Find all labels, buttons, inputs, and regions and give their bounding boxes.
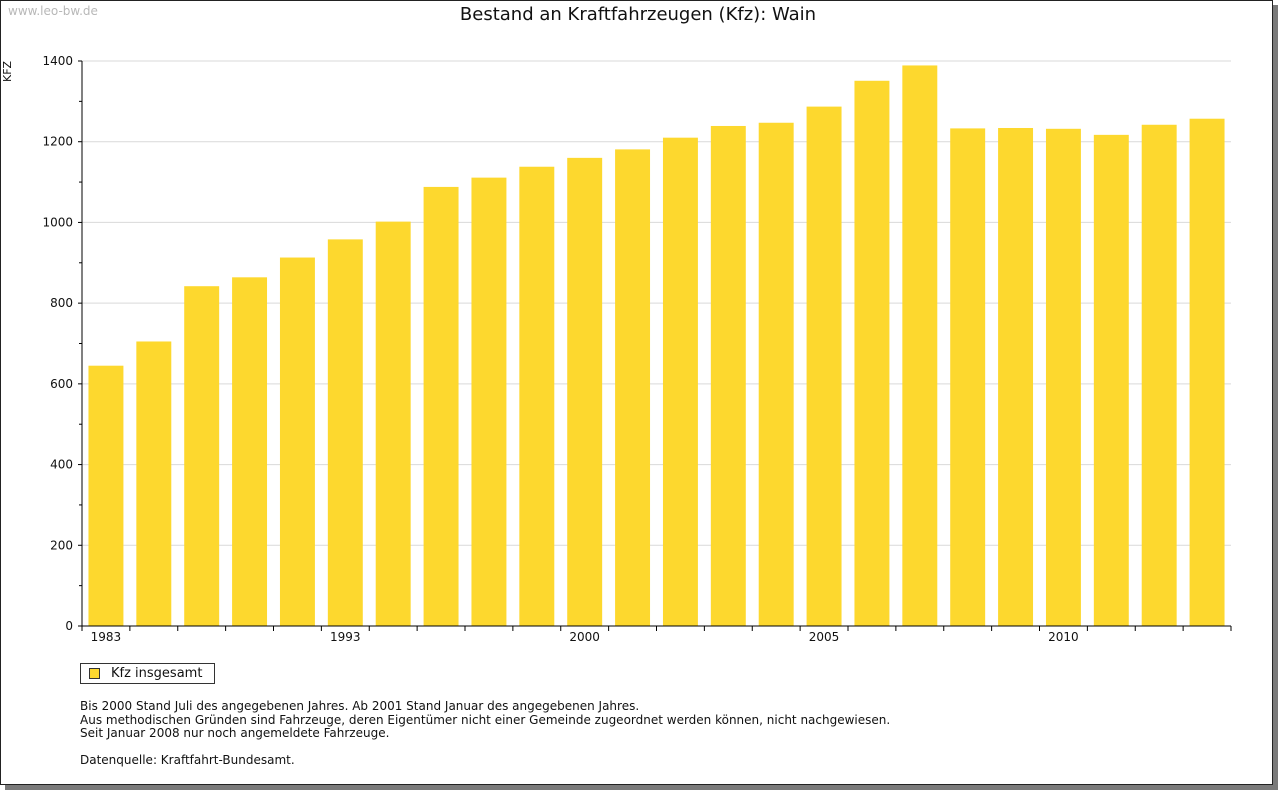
- x-tick-label: 1993: [330, 630, 361, 644]
- y-tick-label: 0: [65, 619, 73, 633]
- bar: [1189, 118, 1225, 626]
- x-tick-label: 2005: [809, 630, 840, 644]
- x-tick-label: 2010: [1048, 630, 1079, 644]
- y-tick-label: 1400: [42, 54, 73, 68]
- bar: [279, 257, 315, 626]
- bar: [1141, 124, 1177, 626]
- y-tick-label: 800: [50, 296, 73, 310]
- chart-title: Bestand an Kraftfahrzeugen (Kfz): Wain: [459, 4, 817, 25]
- bar-chart: 0 200 400 600 800 1000 1200 1400 1983 1993 2000 200…: [42, 54, 1232, 644]
- bar: [184, 286, 220, 626]
- bar: [567, 157, 603, 626]
- bar: [136, 341, 172, 626]
- bar: [232, 277, 268, 626]
- y-tick-label: 600: [50, 377, 73, 391]
- bar: [662, 137, 698, 626]
- x-tick-label: 2000: [569, 630, 600, 644]
- bar: [710, 125, 746, 626]
- bar: [1093, 134, 1129, 626]
- bar: [1045, 128, 1081, 627]
- bar: [758, 122, 794, 626]
- footnotes: Bis 2000 Stand Juli des angegebenen Jahr…: [80, 699, 891, 741]
- footnote-line: Bis 2000 Stand Juli des angegebenen Jahr…: [80, 699, 640, 713]
- x-tick-label: 1983: [91, 630, 122, 644]
- y-tick-label: 200: [50, 538, 73, 552]
- footnote-line: Seit Januar 2008 nur noch angemeldete Fa…: [80, 726, 390, 740]
- y-tick-label: 1200: [42, 135, 73, 149]
- bar: [519, 166, 555, 626]
- legend-swatch: [89, 668, 100, 679]
- data-source: Datenquelle: Kraftfahrt-Bundesamt.: [80, 753, 295, 767]
- bar: [88, 365, 124, 626]
- footnote-line: Aus methodischen Gründen sind Fahrzeuge,…: [80, 712, 891, 727]
- y-tick-label: 1000: [42, 215, 73, 229]
- bar: [806, 106, 842, 626]
- bar: [375, 221, 411, 626]
- bar: [327, 239, 363, 626]
- bar: [423, 186, 459, 626]
- bar: [471, 177, 507, 626]
- bar: [998, 127, 1034, 626]
- bar: [902, 65, 938, 627]
- legend: Kfz insgesamt: [80, 663, 215, 684]
- bar: [854, 80, 890, 626]
- legend-label: Kfz insgesamt: [111, 666, 203, 681]
- bar: [950, 128, 986, 626]
- watermark: www.leo-bw.de: [8, 4, 98, 18]
- bar: [615, 149, 651, 626]
- y-tick-label: 400: [50, 458, 73, 472]
